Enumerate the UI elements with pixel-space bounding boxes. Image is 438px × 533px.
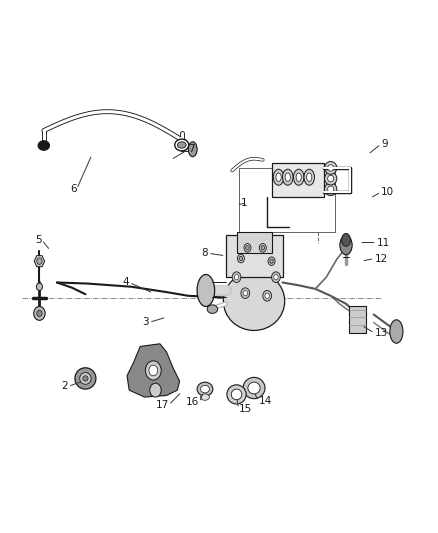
Ellipse shape (283, 169, 293, 185)
Ellipse shape (231, 389, 242, 400)
Circle shape (259, 244, 266, 252)
Ellipse shape (75, 368, 96, 389)
Text: 14: 14 (258, 397, 272, 406)
Text: 10: 10 (381, 187, 394, 197)
Ellipse shape (276, 173, 281, 181)
Ellipse shape (325, 172, 337, 185)
Ellipse shape (207, 305, 218, 313)
Circle shape (265, 293, 269, 298)
Circle shape (268, 257, 275, 265)
Circle shape (234, 274, 239, 280)
Ellipse shape (340, 236, 352, 255)
Circle shape (272, 272, 280, 282)
Circle shape (261, 246, 265, 250)
Bar (272, 163, 324, 197)
Circle shape (36, 283, 42, 290)
Ellipse shape (80, 373, 91, 384)
Circle shape (244, 244, 251, 252)
Ellipse shape (325, 183, 337, 196)
Text: 16: 16 (186, 398, 199, 407)
Ellipse shape (342, 233, 350, 246)
Ellipse shape (177, 142, 186, 148)
Ellipse shape (293, 169, 304, 185)
Ellipse shape (296, 173, 301, 181)
Ellipse shape (83, 376, 88, 381)
Ellipse shape (38, 141, 49, 150)
Ellipse shape (325, 161, 337, 174)
Text: 17: 17 (155, 400, 169, 410)
Ellipse shape (328, 165, 334, 171)
Text: 15: 15 (239, 404, 252, 414)
Ellipse shape (201, 385, 209, 393)
Text: 2: 2 (61, 382, 68, 391)
Circle shape (237, 254, 244, 263)
Ellipse shape (201, 394, 209, 400)
Polygon shape (34, 256, 45, 266)
Circle shape (241, 288, 250, 298)
Circle shape (37, 258, 42, 264)
Text: 5: 5 (35, 235, 42, 245)
Circle shape (270, 259, 273, 263)
Circle shape (274, 274, 278, 280)
Text: 13: 13 (374, 328, 388, 338)
Circle shape (243, 290, 247, 296)
Ellipse shape (307, 173, 312, 181)
Text: 8: 8 (201, 248, 208, 258)
Ellipse shape (248, 382, 260, 394)
Bar (226, 235, 283, 277)
Text: 3: 3 (142, 318, 149, 327)
Circle shape (232, 272, 241, 282)
Circle shape (34, 306, 45, 320)
Ellipse shape (304, 169, 314, 185)
Ellipse shape (197, 274, 215, 306)
Text: 11: 11 (377, 238, 390, 247)
Ellipse shape (223, 272, 285, 330)
Ellipse shape (188, 142, 197, 157)
Bar (237, 232, 272, 253)
Ellipse shape (390, 320, 403, 343)
Circle shape (145, 361, 161, 380)
Circle shape (239, 256, 243, 261)
Text: 7: 7 (188, 144, 195, 154)
Circle shape (37, 310, 42, 317)
Polygon shape (127, 344, 180, 397)
Bar (239, 168, 335, 232)
Circle shape (149, 365, 158, 376)
Ellipse shape (273, 169, 284, 185)
Ellipse shape (227, 385, 246, 404)
Circle shape (263, 290, 272, 301)
Ellipse shape (197, 382, 213, 396)
Ellipse shape (243, 377, 265, 399)
Ellipse shape (328, 175, 334, 182)
Text: 12: 12 (374, 254, 388, 263)
Text: 4: 4 (123, 278, 129, 287)
Ellipse shape (175, 139, 189, 151)
Ellipse shape (328, 186, 334, 192)
Circle shape (246, 246, 249, 250)
Text: 6: 6 (70, 184, 77, 194)
Text: 9: 9 (381, 139, 388, 149)
Ellipse shape (285, 173, 290, 181)
Text: 1: 1 (241, 198, 247, 207)
Bar (239, 168, 335, 232)
Circle shape (150, 383, 161, 397)
Bar (349, 306, 366, 333)
